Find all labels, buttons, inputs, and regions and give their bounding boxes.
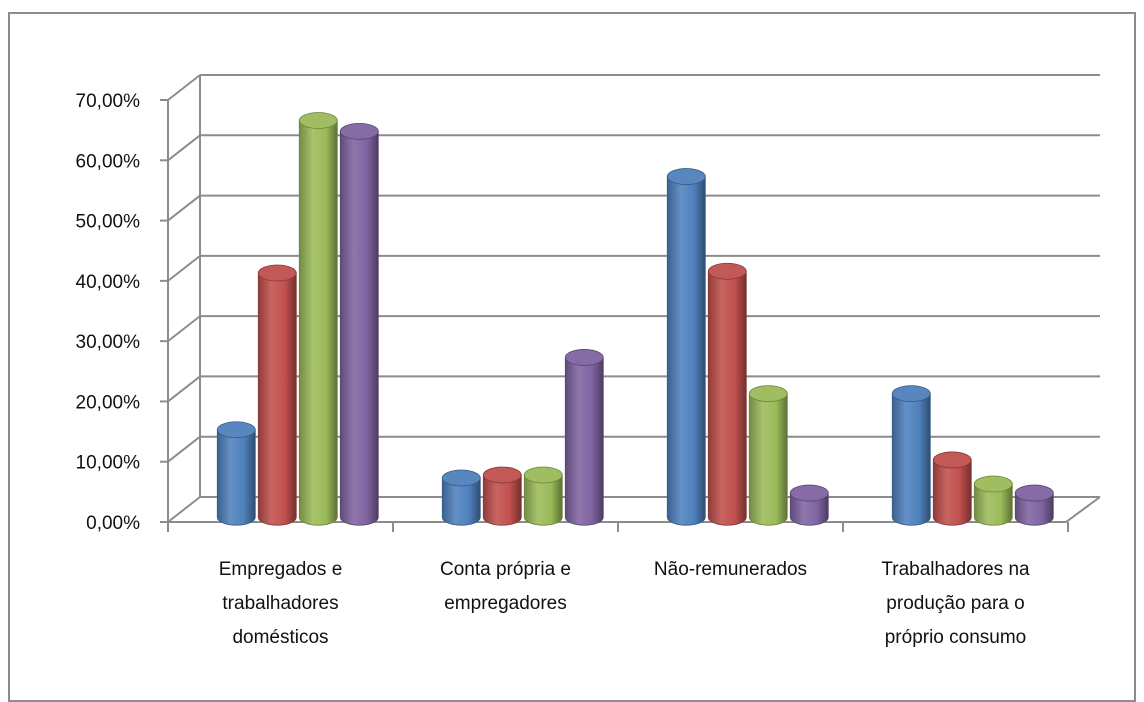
bar xyxy=(482,466,522,526)
y-tick-label: 50,00% xyxy=(76,212,141,233)
gridline-diagonal xyxy=(167,134,201,162)
bar xyxy=(666,168,706,526)
gridline-diagonal xyxy=(167,74,201,101)
y-tick-label: 40,00% xyxy=(76,272,141,293)
category-label: Empregados e trabalhadores domésticos xyxy=(219,559,343,648)
bar-body xyxy=(482,474,522,526)
gridline-diagonal xyxy=(167,315,201,342)
bar-body xyxy=(257,272,297,526)
bar xyxy=(564,349,604,526)
bar-cap xyxy=(748,385,788,403)
bar-cap xyxy=(932,451,972,469)
bar-body xyxy=(216,429,256,526)
bar xyxy=(441,469,481,526)
bar-body xyxy=(523,474,563,526)
gridline-diagonal xyxy=(167,435,201,463)
y-tick-labels: 0,00% 10,00% 20,00% 30,00% 40,00% 50,00% 60,00… xyxy=(76,91,141,534)
bar-cap xyxy=(482,466,522,484)
bar-body xyxy=(707,270,747,526)
bar xyxy=(707,262,747,526)
bar-cap xyxy=(216,421,256,439)
bar-body xyxy=(891,393,931,526)
bar-cap xyxy=(298,112,338,129)
bar-body xyxy=(298,120,338,526)
bar-body xyxy=(932,459,972,526)
y-tick-label: 30,00% xyxy=(76,332,141,353)
bar xyxy=(257,264,297,526)
bar-body xyxy=(339,130,379,526)
bar xyxy=(891,385,931,526)
bar-cap xyxy=(441,469,481,487)
bar-cap xyxy=(257,264,297,282)
bars xyxy=(216,112,1054,526)
bar-body xyxy=(748,393,788,526)
bar xyxy=(216,421,256,526)
gridline-diagonal xyxy=(167,496,201,523)
bar-cap xyxy=(339,122,379,140)
bar xyxy=(973,475,1013,526)
bar xyxy=(339,122,379,526)
bar-cap xyxy=(891,385,931,403)
y-tick-label: 60,00% xyxy=(76,151,141,172)
category-label: Trabalhadores na produção para o próprio c… xyxy=(881,559,1030,648)
bar-body xyxy=(666,176,706,526)
bar-cap xyxy=(1014,484,1054,502)
bar-cap xyxy=(973,475,1013,493)
category-label: Conta própria e empregadores xyxy=(440,559,571,614)
gridline-diagonal xyxy=(167,194,201,222)
y-tick-label: 20,00% xyxy=(76,392,141,413)
bar xyxy=(748,385,788,526)
bar-cap xyxy=(564,349,604,366)
bar-body xyxy=(789,492,829,526)
bar-body xyxy=(973,483,1013,526)
gridline-diagonal xyxy=(167,255,201,282)
bar-chart: 0,00% 10,00% 20,00% 30,00% 40,00% 50,00% 60,00… xyxy=(76,74,1101,648)
bar xyxy=(298,112,338,526)
gridline-diagonal xyxy=(167,375,201,403)
bar xyxy=(523,466,563,526)
bar-body xyxy=(1014,492,1054,526)
bar-cap xyxy=(523,466,563,484)
bar-cap xyxy=(707,262,747,280)
category-label: Não-remunerados xyxy=(654,559,807,580)
bar xyxy=(1014,484,1054,526)
y-tick-label: 70,00% xyxy=(76,91,141,112)
y-tick-label: 10,00% xyxy=(76,453,141,474)
bar-cap xyxy=(666,168,706,185)
bar-body xyxy=(564,357,604,526)
bar-body xyxy=(441,477,481,526)
y-tick-label: 0,00% xyxy=(86,513,140,534)
category-labels: Empregados e trabalhadores domésticos Conta… xyxy=(219,559,1030,648)
bar xyxy=(932,451,972,526)
bar xyxy=(789,484,829,526)
bar-cap xyxy=(789,484,829,502)
